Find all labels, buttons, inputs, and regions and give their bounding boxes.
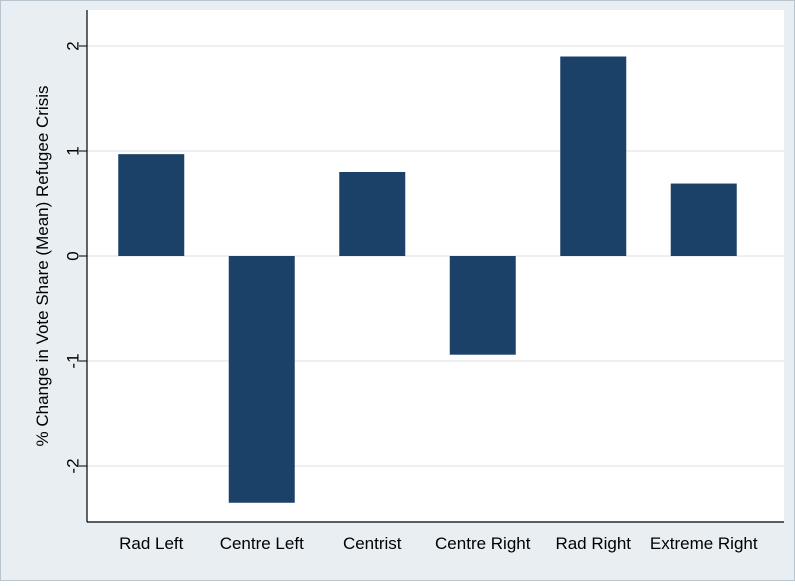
- bar-centre-left: [228, 256, 295, 503]
- x-tick-label: Centrist: [343, 534, 402, 553]
- x-tick-label: Centre Right: [435, 534, 531, 553]
- y-tick-label: 0: [63, 251, 82, 260]
- bar-centrist: [339, 172, 406, 256]
- y-axis-title: % Change in Vote Share (Mean) Refugee Cr…: [33, 86, 52, 447]
- bars: [118, 56, 737, 503]
- y-tick-label: 2: [63, 41, 82, 50]
- x-tick-label: Centre Left: [220, 534, 304, 553]
- gridlines: [87, 45, 784, 467]
- bar-centre-right: [449, 256, 516, 355]
- x-tick-label: Rad Left: [119, 534, 184, 553]
- x-tick-label: Extreme Right: [650, 534, 758, 553]
- y-tick-label: -2: [63, 458, 82, 473]
- y-tick-label: -1: [63, 353, 82, 368]
- axis-labels: % Change in Vote Share (Mean) Refugee Cr…: [33, 41, 758, 553]
- axes: [79, 10, 784, 523]
- bar-rad-left: [118, 154, 185, 256]
- plot-area: [87, 10, 784, 522]
- y-tick-label: 1: [63, 146, 82, 155]
- bar-extreme-right: [670, 183, 737, 256]
- x-tick-label: Rad Right: [555, 534, 631, 553]
- bar-rad-right: [560, 56, 627, 256]
